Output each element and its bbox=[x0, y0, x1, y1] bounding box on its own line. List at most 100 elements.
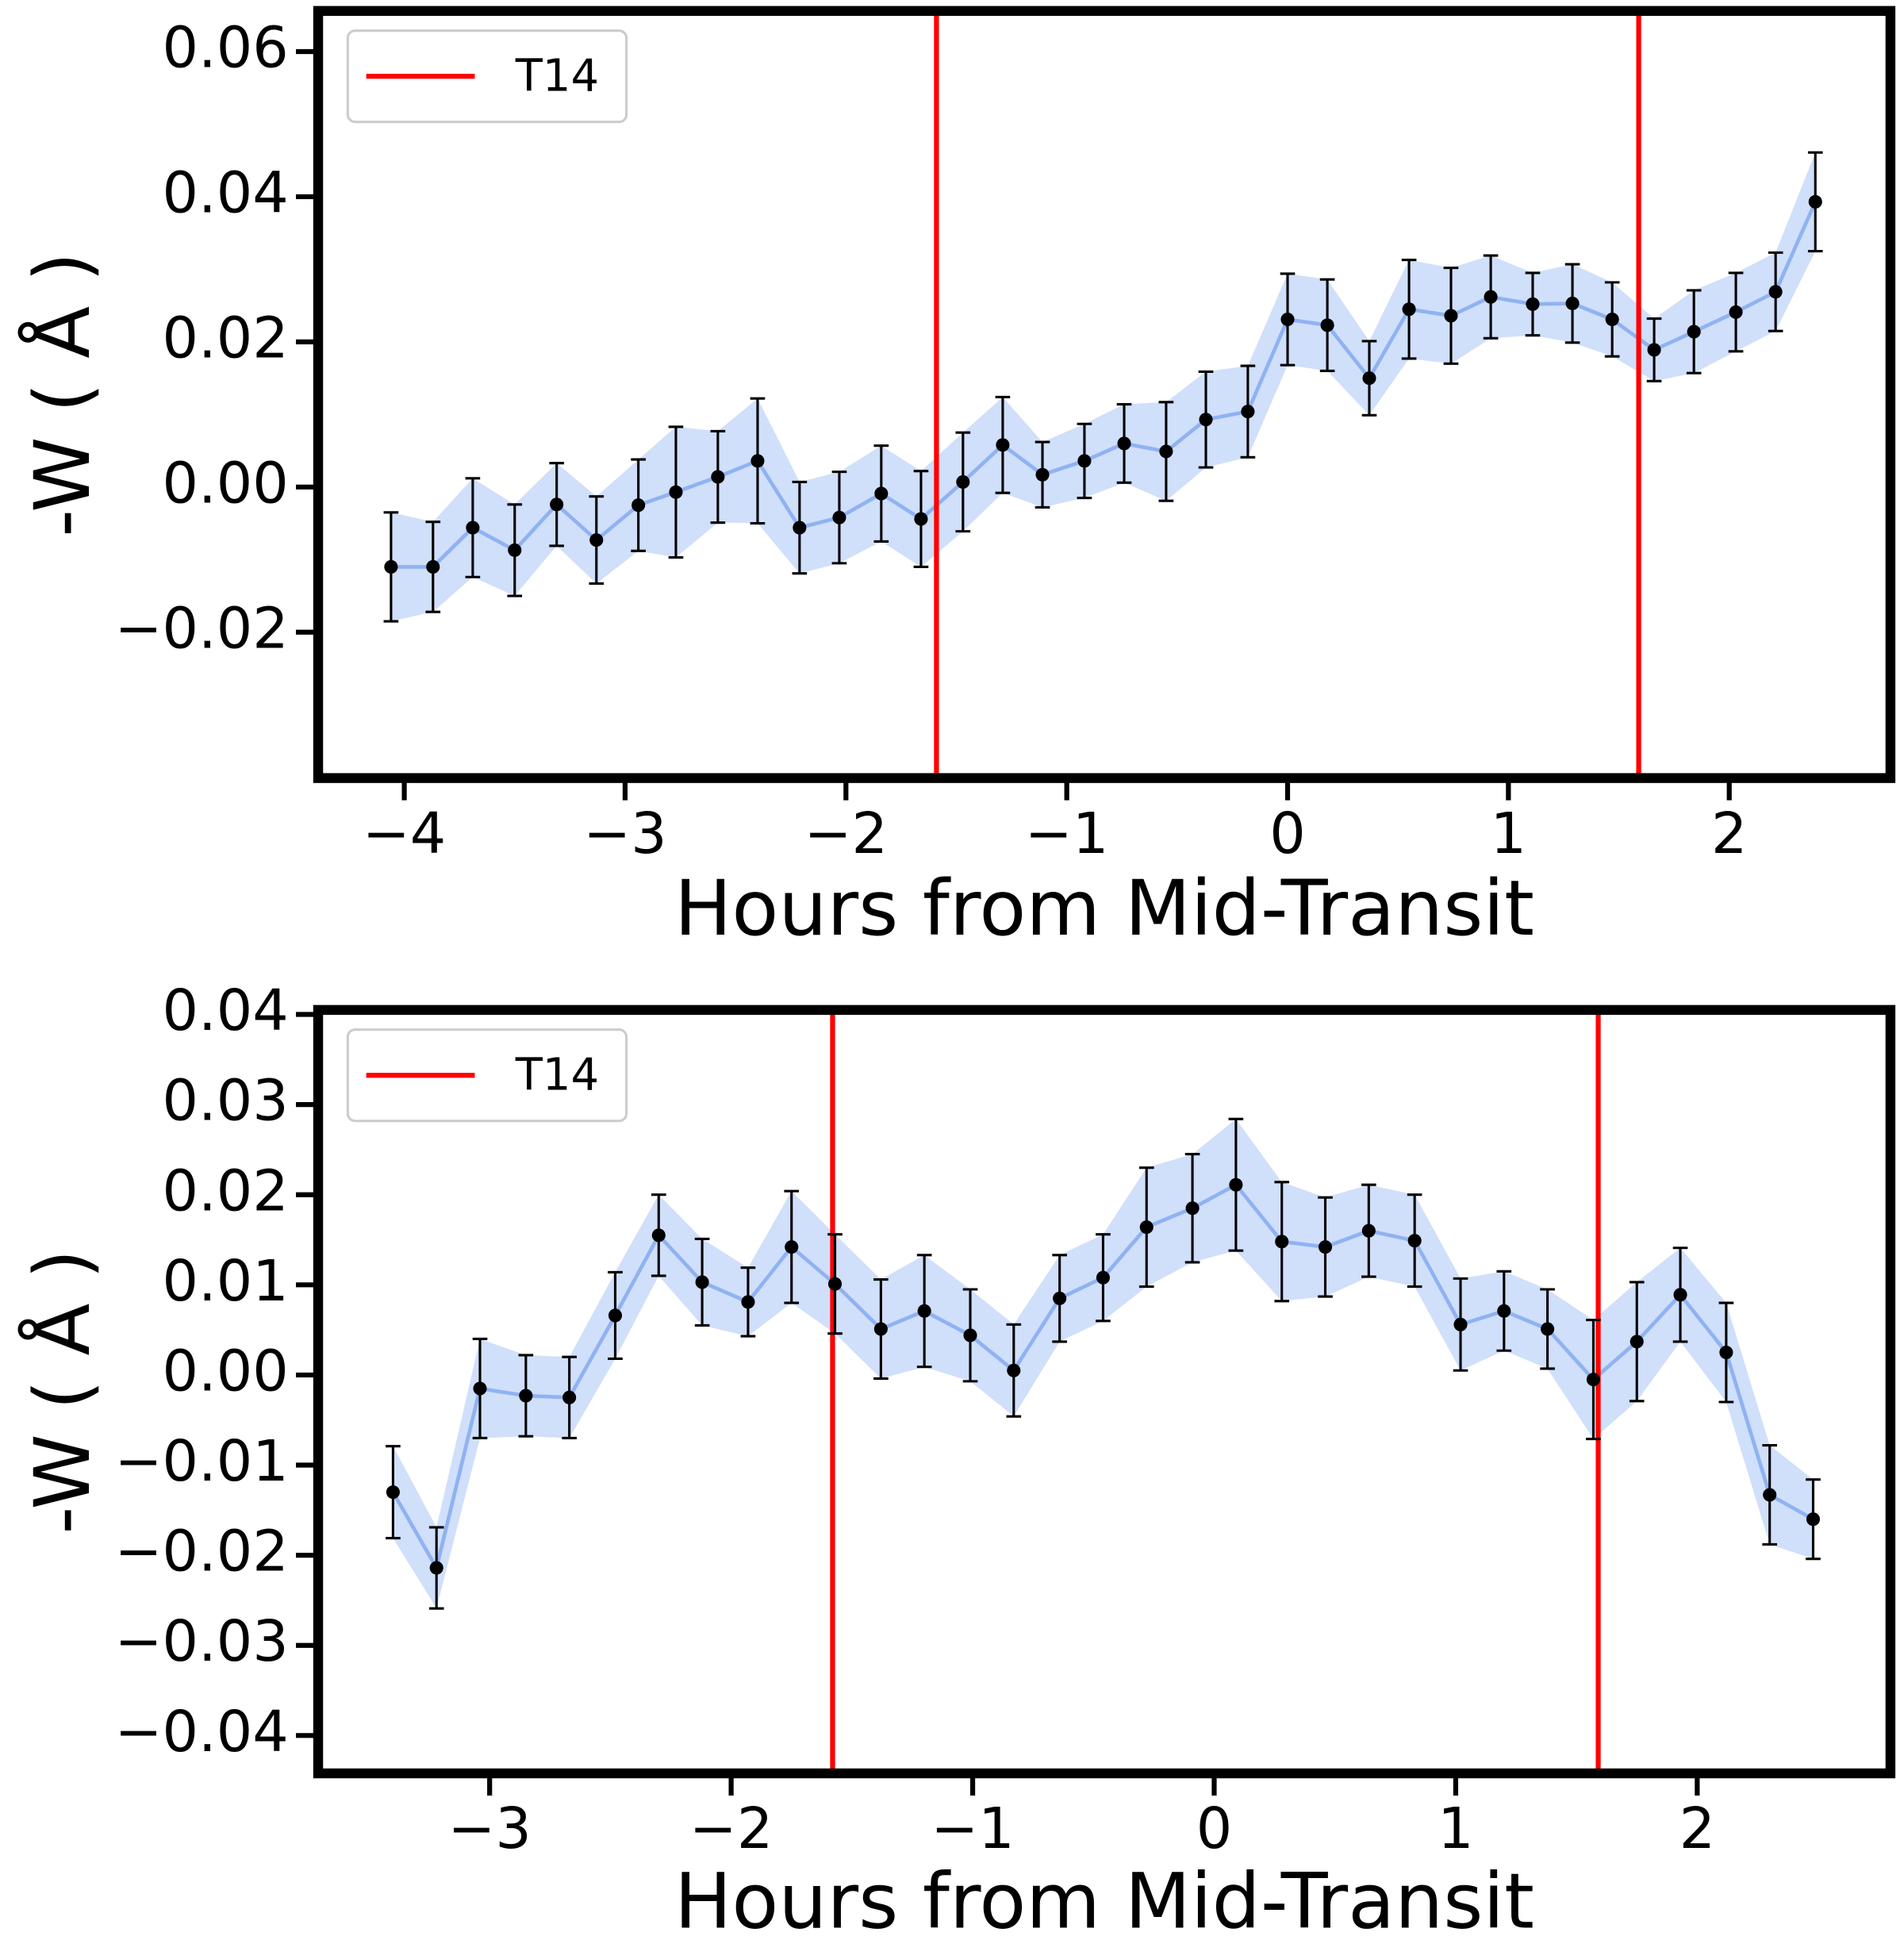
point bbox=[550, 497, 564, 512]
x-tick-label: −2 bbox=[689, 1796, 773, 1861]
legend-label: T14 bbox=[515, 50, 599, 102]
x-tick-label: 1 bbox=[1491, 801, 1527, 866]
point bbox=[1541, 1322, 1555, 1336]
point bbox=[996, 438, 1010, 452]
point bbox=[1526, 297, 1540, 311]
x-tick-label: −2 bbox=[804, 801, 888, 866]
point bbox=[1768, 285, 1783, 299]
x-tick-label: −3 bbox=[447, 1796, 531, 1861]
y-tick-label: 0.02 bbox=[163, 1158, 289, 1223]
point bbox=[1806, 1512, 1821, 1527]
point bbox=[1687, 325, 1701, 339]
point bbox=[1630, 1335, 1644, 1349]
point bbox=[1808, 194, 1822, 209]
chart: −0.04 −0.03 −0.02 −0.01 0.00 0.01 0.02 0.03 0.04… bbox=[17, 978, 1896, 1936]
point bbox=[1229, 1177, 1243, 1192]
point bbox=[785, 1240, 799, 1254]
point bbox=[956, 474, 970, 489]
x-tick-label: 2 bbox=[1679, 1796, 1716, 1861]
legend-box bbox=[346, 1028, 628, 1123]
point bbox=[1605, 312, 1619, 327]
point bbox=[1407, 1234, 1422, 1248]
y-tick-label: −0.01 bbox=[115, 1428, 289, 1494]
point bbox=[750, 454, 765, 468]
point bbox=[1763, 1488, 1777, 1502]
plot-frame bbox=[313, 6, 1896, 783]
point bbox=[1362, 371, 1376, 386]
x-axis-label: Hours from Mid-Transit bbox=[674, 864, 1534, 953]
point bbox=[827, 1277, 843, 1291]
point bbox=[793, 520, 807, 535]
point bbox=[1565, 296, 1580, 310]
point bbox=[873, 1322, 888, 1336]
x-tick-label: 0 bbox=[1196, 1796, 1233, 1861]
sample-band bbox=[390, 152, 1816, 622]
point bbox=[914, 512, 928, 526]
y-tick-label: 0.00 bbox=[163, 1338, 289, 1404]
point bbox=[631, 498, 646, 513]
x-tick-label: 0 bbox=[1269, 801, 1306, 866]
point bbox=[429, 1561, 443, 1575]
x-tick-label: −1 bbox=[931, 1796, 1014, 1861]
point bbox=[1117, 436, 1131, 451]
point bbox=[917, 1304, 931, 1318]
point bbox=[741, 1295, 755, 1309]
point bbox=[386, 1485, 400, 1500]
point bbox=[1053, 1291, 1067, 1305]
chart: −0.02 0.00 0.02 0.04 0.06 −4 −3 −2 −1 0 1 2 Hours fr… bbox=[17, 6, 1896, 953]
point bbox=[1484, 290, 1498, 304]
point bbox=[1444, 309, 1458, 323]
point bbox=[874, 486, 889, 501]
point bbox=[1275, 1235, 1289, 1249]
point bbox=[1320, 318, 1334, 332]
point bbox=[1497, 1304, 1511, 1318]
point bbox=[1159, 444, 1173, 459]
y-tick-label: 0.03 bbox=[163, 1068, 289, 1134]
y-tick-label: 0.01 bbox=[163, 1248, 289, 1314]
point bbox=[608, 1308, 623, 1323]
point bbox=[651, 1228, 666, 1243]
y-tick-label: 0.04 bbox=[163, 159, 289, 225]
point bbox=[832, 510, 846, 524]
point bbox=[1402, 302, 1416, 317]
y-axis-label: -W ( Å ) bbox=[17, 1249, 107, 1534]
point bbox=[589, 533, 604, 547]
point bbox=[711, 470, 725, 484]
point bbox=[1241, 405, 1255, 419]
legend-box bbox=[346, 29, 628, 124]
y-tick-label: −0.02 bbox=[115, 1519, 289, 1585]
y-tick-label: 0.04 bbox=[163, 978, 289, 1043]
sample-line bbox=[390, 201, 1818, 569]
point bbox=[1453, 1317, 1468, 1331]
point bbox=[669, 485, 683, 499]
point bbox=[426, 559, 440, 574]
point bbox=[562, 1390, 577, 1404]
point bbox=[1280, 312, 1295, 327]
plot-frame bbox=[313, 1004, 1896, 1779]
x-tick-label: −1 bbox=[1025, 801, 1108, 866]
x-tick-label: 2 bbox=[1711, 801, 1747, 866]
point bbox=[1077, 454, 1092, 468]
point bbox=[1007, 1363, 1021, 1377]
point bbox=[1586, 1373, 1600, 1387]
point bbox=[466, 520, 480, 535]
point bbox=[695, 1275, 709, 1289]
y-tick-label: 0.02 bbox=[163, 305, 289, 371]
point bbox=[473, 1381, 487, 1396]
point bbox=[508, 543, 522, 557]
point bbox=[1139, 1220, 1154, 1235]
point bbox=[384, 559, 398, 574]
point bbox=[1729, 305, 1743, 319]
y-tick-label: −0.02 bbox=[115, 595, 289, 661]
x-tick-label: −3 bbox=[583, 801, 666, 866]
point bbox=[1185, 1201, 1200, 1216]
point bbox=[1199, 413, 1213, 427]
point bbox=[1096, 1270, 1110, 1285]
point bbox=[519, 1389, 533, 1403]
x-axis-label: Hours from Mid-Transit bbox=[674, 1857, 1534, 1936]
point bbox=[963, 1328, 977, 1343]
point bbox=[1719, 1345, 1733, 1360]
point bbox=[1318, 1240, 1333, 1254]
y-tick-label: 0.06 bbox=[163, 15, 289, 81]
